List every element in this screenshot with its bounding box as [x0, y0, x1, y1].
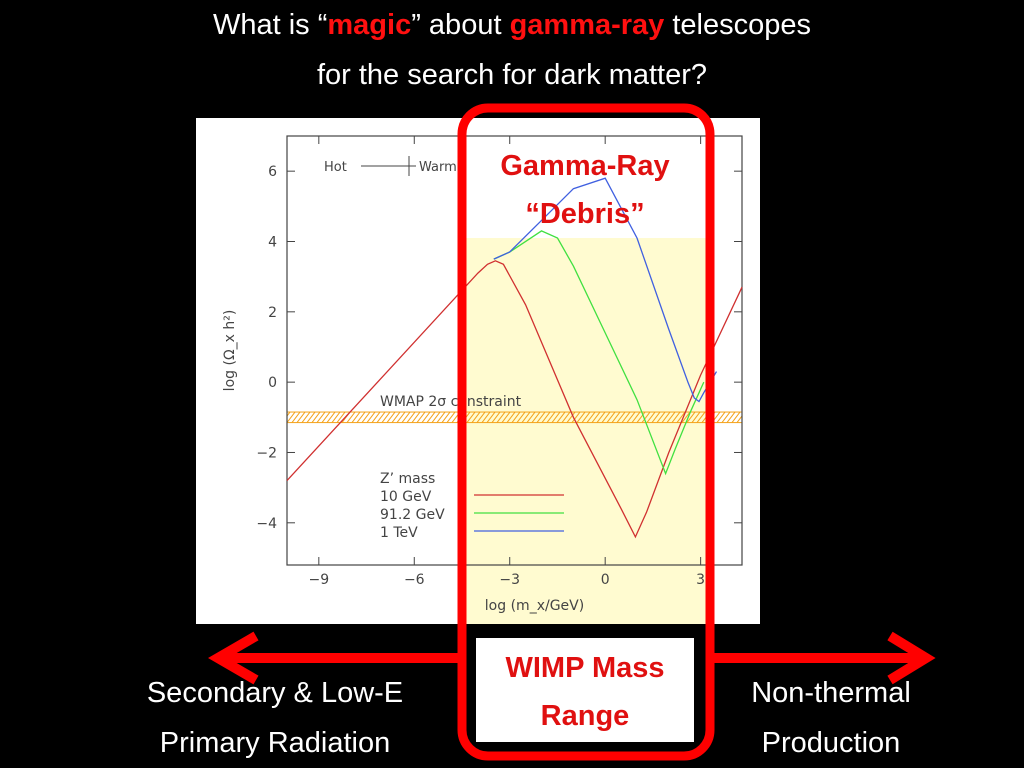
wimp-mass-range-label: WIMP Mass Range [476, 644, 694, 740]
wmap-hatch-line [416, 412, 426, 423]
y-tick-label: 2 [268, 305, 277, 321]
y-tick-label: 0 [268, 375, 277, 391]
wmap-hatch-line [287, 412, 291, 417]
wmap-hatch-line [431, 412, 441, 423]
wmap-hatch-line [361, 412, 371, 423]
wmap-hatch-line [291, 412, 301, 423]
wmap-hatch-line [331, 412, 341, 423]
title-text-3: telescopes [664, 9, 812, 41]
wmap-hatch-line [351, 412, 361, 423]
x-tick-label: −9 [308, 572, 329, 588]
wmap-label: WMAP 2σ constraint [380, 394, 522, 410]
left-caption-line-2: Primary Radiation [159, 727, 391, 759]
wmap-hatch-line [386, 412, 396, 423]
wmap-hatch-line [316, 412, 326, 423]
right-caption: Non-thermal Production [720, 668, 942, 768]
right-caption-line-1: Non-thermal [751, 677, 911, 709]
title-text-1: What is “ [212, 9, 328, 41]
title-gamma-ray: gamma-ray [509, 9, 665, 41]
wimp-label-line-1: WIMP Mass [505, 652, 665, 684]
wmap-hatch-line [421, 412, 431, 423]
wmap-hatch-line [441, 412, 451, 423]
wmap-hatch-line [366, 412, 376, 423]
legend-entry-label: 91.2 GeV [380, 507, 445, 523]
gamma-ray-label-line-1: Gamma-Ray [500, 150, 670, 182]
wmap-hatch-line [736, 415, 742, 423]
wmap-hatch-line [306, 412, 316, 423]
wmap-hatch-line [321, 412, 331, 423]
wmap-hatch-line [301, 412, 311, 423]
left-caption: Secondary & Low-E Primary Radiation [110, 668, 440, 768]
y-axis-title: log (Ω_x h²) [222, 310, 238, 392]
wimp-label-line-2: Range [540, 700, 630, 732]
wmap-hatch-line [296, 412, 306, 423]
slide-title-line-2: for the search for dark matter? [316, 59, 708, 91]
x-axis-title: log (m_x/GeV) [485, 598, 584, 614]
wmap-hatch-line [381, 412, 391, 423]
wmap-hatch-line [356, 412, 366, 423]
wmap-hatch-line [406, 412, 416, 423]
left-caption-line-1: Secondary & Low-E [146, 677, 404, 709]
wmap-hatch-line [326, 412, 336, 423]
wmap-hatch-line [336, 412, 346, 423]
legend-entry-label: 10 GeV [380, 489, 432, 505]
wimp-range-shading [466, 238, 706, 624]
legend-entry-label: 1 TeV [380, 525, 418, 541]
y-tick-label: −2 [256, 445, 277, 461]
wmap-hatch-line [426, 412, 436, 423]
wmap-hatch-line [401, 412, 411, 423]
gamma-ray-label-line-2: “Debris” [525, 198, 645, 230]
wmap-hatch-line [716, 412, 726, 423]
wmap-hatch-line [311, 412, 321, 423]
title-magic: magic [327, 9, 412, 41]
wmap-hatch-line [411, 412, 421, 423]
wmap-hatch-line [391, 412, 401, 423]
x-tick-label: −3 [499, 572, 520, 588]
wmap-hatch-line [376, 412, 386, 423]
wmap-hatch-line [446, 412, 456, 423]
wmap-hatch-line [277, 412, 285, 423]
wmap-hatch-line [726, 412, 736, 423]
wmap-hatch-line [721, 412, 731, 423]
warm-label: Warm [419, 160, 457, 175]
hot-label: Hot [324, 160, 347, 175]
wmap-hatch-line [396, 412, 406, 423]
x-tick-label: 3 [696, 572, 705, 588]
y-tick-label: −4 [256, 516, 277, 532]
legend-title: Z’ mass [380, 471, 435, 487]
right-caption-line-2: Production [761, 727, 901, 759]
wmap-hatch-line [287, 412, 296, 423]
title-text-2: ” about [411, 9, 510, 41]
gamma-ray-debris-label: Gamma-Ray “Debris” [470, 142, 700, 238]
wmap-hatch-line [731, 412, 741, 423]
x-tick-label: −6 [404, 572, 425, 588]
wmap-hatch-line [436, 412, 446, 423]
y-tick-label: 4 [268, 234, 277, 250]
wmap-hatch-line [371, 412, 381, 423]
slide-title-line-1: What is “magic” about gamma-ray telescop… [0, 8, 1024, 42]
wmap-hatch-line [346, 412, 356, 423]
x-tick-label: 0 [601, 572, 610, 588]
y-tick-label: 6 [268, 164, 277, 180]
